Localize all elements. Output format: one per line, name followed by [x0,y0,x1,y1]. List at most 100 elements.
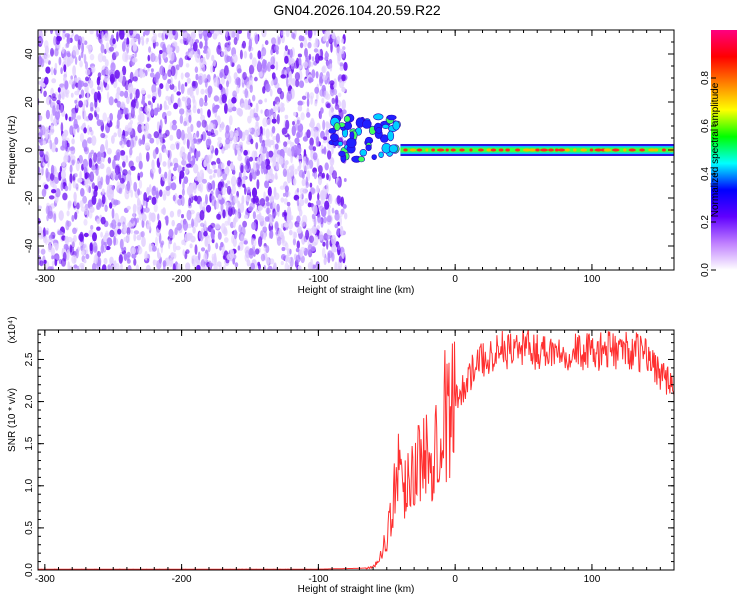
noise-blob [270,56,276,66]
noise-blob [119,238,124,250]
spectrogram-heatmap [38,30,674,270]
noise-blob [239,144,244,153]
noise-blob [196,120,202,128]
noise-blob [271,37,277,45]
carrier-peak [403,148,408,152]
noise-blob [153,107,159,116]
noise-blob [264,180,270,189]
noise-blob [224,130,231,140]
noise-blob [288,71,293,82]
noise-blob [275,61,279,71]
noise-blob [265,164,271,170]
noise-blob [311,241,318,246]
noise-blob [251,187,258,198]
noise-blob [141,87,146,94]
noise-blob [228,201,233,209]
noise-blob [79,132,84,143]
noise-blob [73,191,77,202]
noise-blob [51,189,57,194]
noise-blob [170,65,176,77]
noise-blob [220,87,226,96]
noise-blob [87,124,91,135]
noise-blob [79,170,82,180]
noise-blob [187,131,192,141]
noise-blob [326,215,332,223]
noise-blob [109,202,113,209]
noise-blob [288,229,293,236]
noise-blob [186,185,192,196]
y-tick-label: 2.0 [24,394,35,408]
noise-blob [135,88,140,99]
noise-blob [186,97,192,106]
noise-blob [236,107,242,116]
noise-blob [179,114,184,125]
carrier-peak [469,148,473,152]
noise-blob [214,30,220,37]
noise-blob [234,262,239,268]
noise-blob [84,146,90,155]
noise-blob [171,93,175,103]
noise-blob [39,260,44,267]
noise-blob [326,123,332,129]
noise-blob [42,227,46,238]
noise-blob [300,112,305,121]
noise-blob [74,99,78,104]
noise-blob [335,46,341,57]
noise-blob [211,196,216,207]
noise-blob [162,260,167,268]
noise-blob [88,113,94,121]
noise-blob [270,64,275,70]
noise-blob [306,129,311,139]
noise-blob [211,54,215,62]
snr-xlabel: Height of straight line (km) [298,584,415,595]
noise-blob [210,65,214,74]
noise-blob [182,220,188,232]
noise-blob [213,169,218,174]
carrier-peak [623,148,627,152]
noise-blob [167,149,172,160]
noise-blob [55,188,61,198]
noise-blob [232,217,236,228]
noise-blob [80,51,84,59]
noise-blob [331,33,336,40]
noise-blob [126,96,130,105]
noise-blob [53,242,59,248]
noise-blob [324,162,329,171]
noise-blob [81,42,84,54]
noise-blob [72,227,77,235]
noise-blob [304,198,309,204]
noise-blob [100,144,105,155]
noise-blob [106,84,110,91]
noise-blob [297,165,301,172]
noise-blob [240,164,244,174]
noise-blob [168,169,172,181]
noise-blob [226,185,232,195]
noise-blob [243,240,248,245]
noise-blob [84,209,88,216]
colorbar-gradient [711,30,737,270]
chart-title: GN04.2026.104.20.59.R22 [273,2,441,18]
noise-blob [310,95,313,105]
noise-blob [186,163,192,168]
noise-blob [132,43,137,52]
noise-blob [286,213,292,224]
noise-blob [274,221,279,230]
noise-blob [128,160,134,169]
noise-blob [123,38,127,44]
noise-blob [263,165,267,175]
noise-blob [77,100,84,108]
noise-blob [206,131,213,137]
noise-blob [60,67,63,75]
noise-blob [271,213,275,223]
noise-blob [116,181,121,191]
noise-blob [101,69,106,76]
noise-blob [276,203,280,213]
noise-blob [61,138,67,149]
carrier-peak [661,148,666,152]
noise-blob [66,37,71,45]
noise-blob [92,262,97,270]
noise-blob [283,198,288,205]
noise-blob [193,163,199,174]
colorbar-label: Normalized spectral amplitude [710,82,721,217]
noise-blob [194,176,198,181]
